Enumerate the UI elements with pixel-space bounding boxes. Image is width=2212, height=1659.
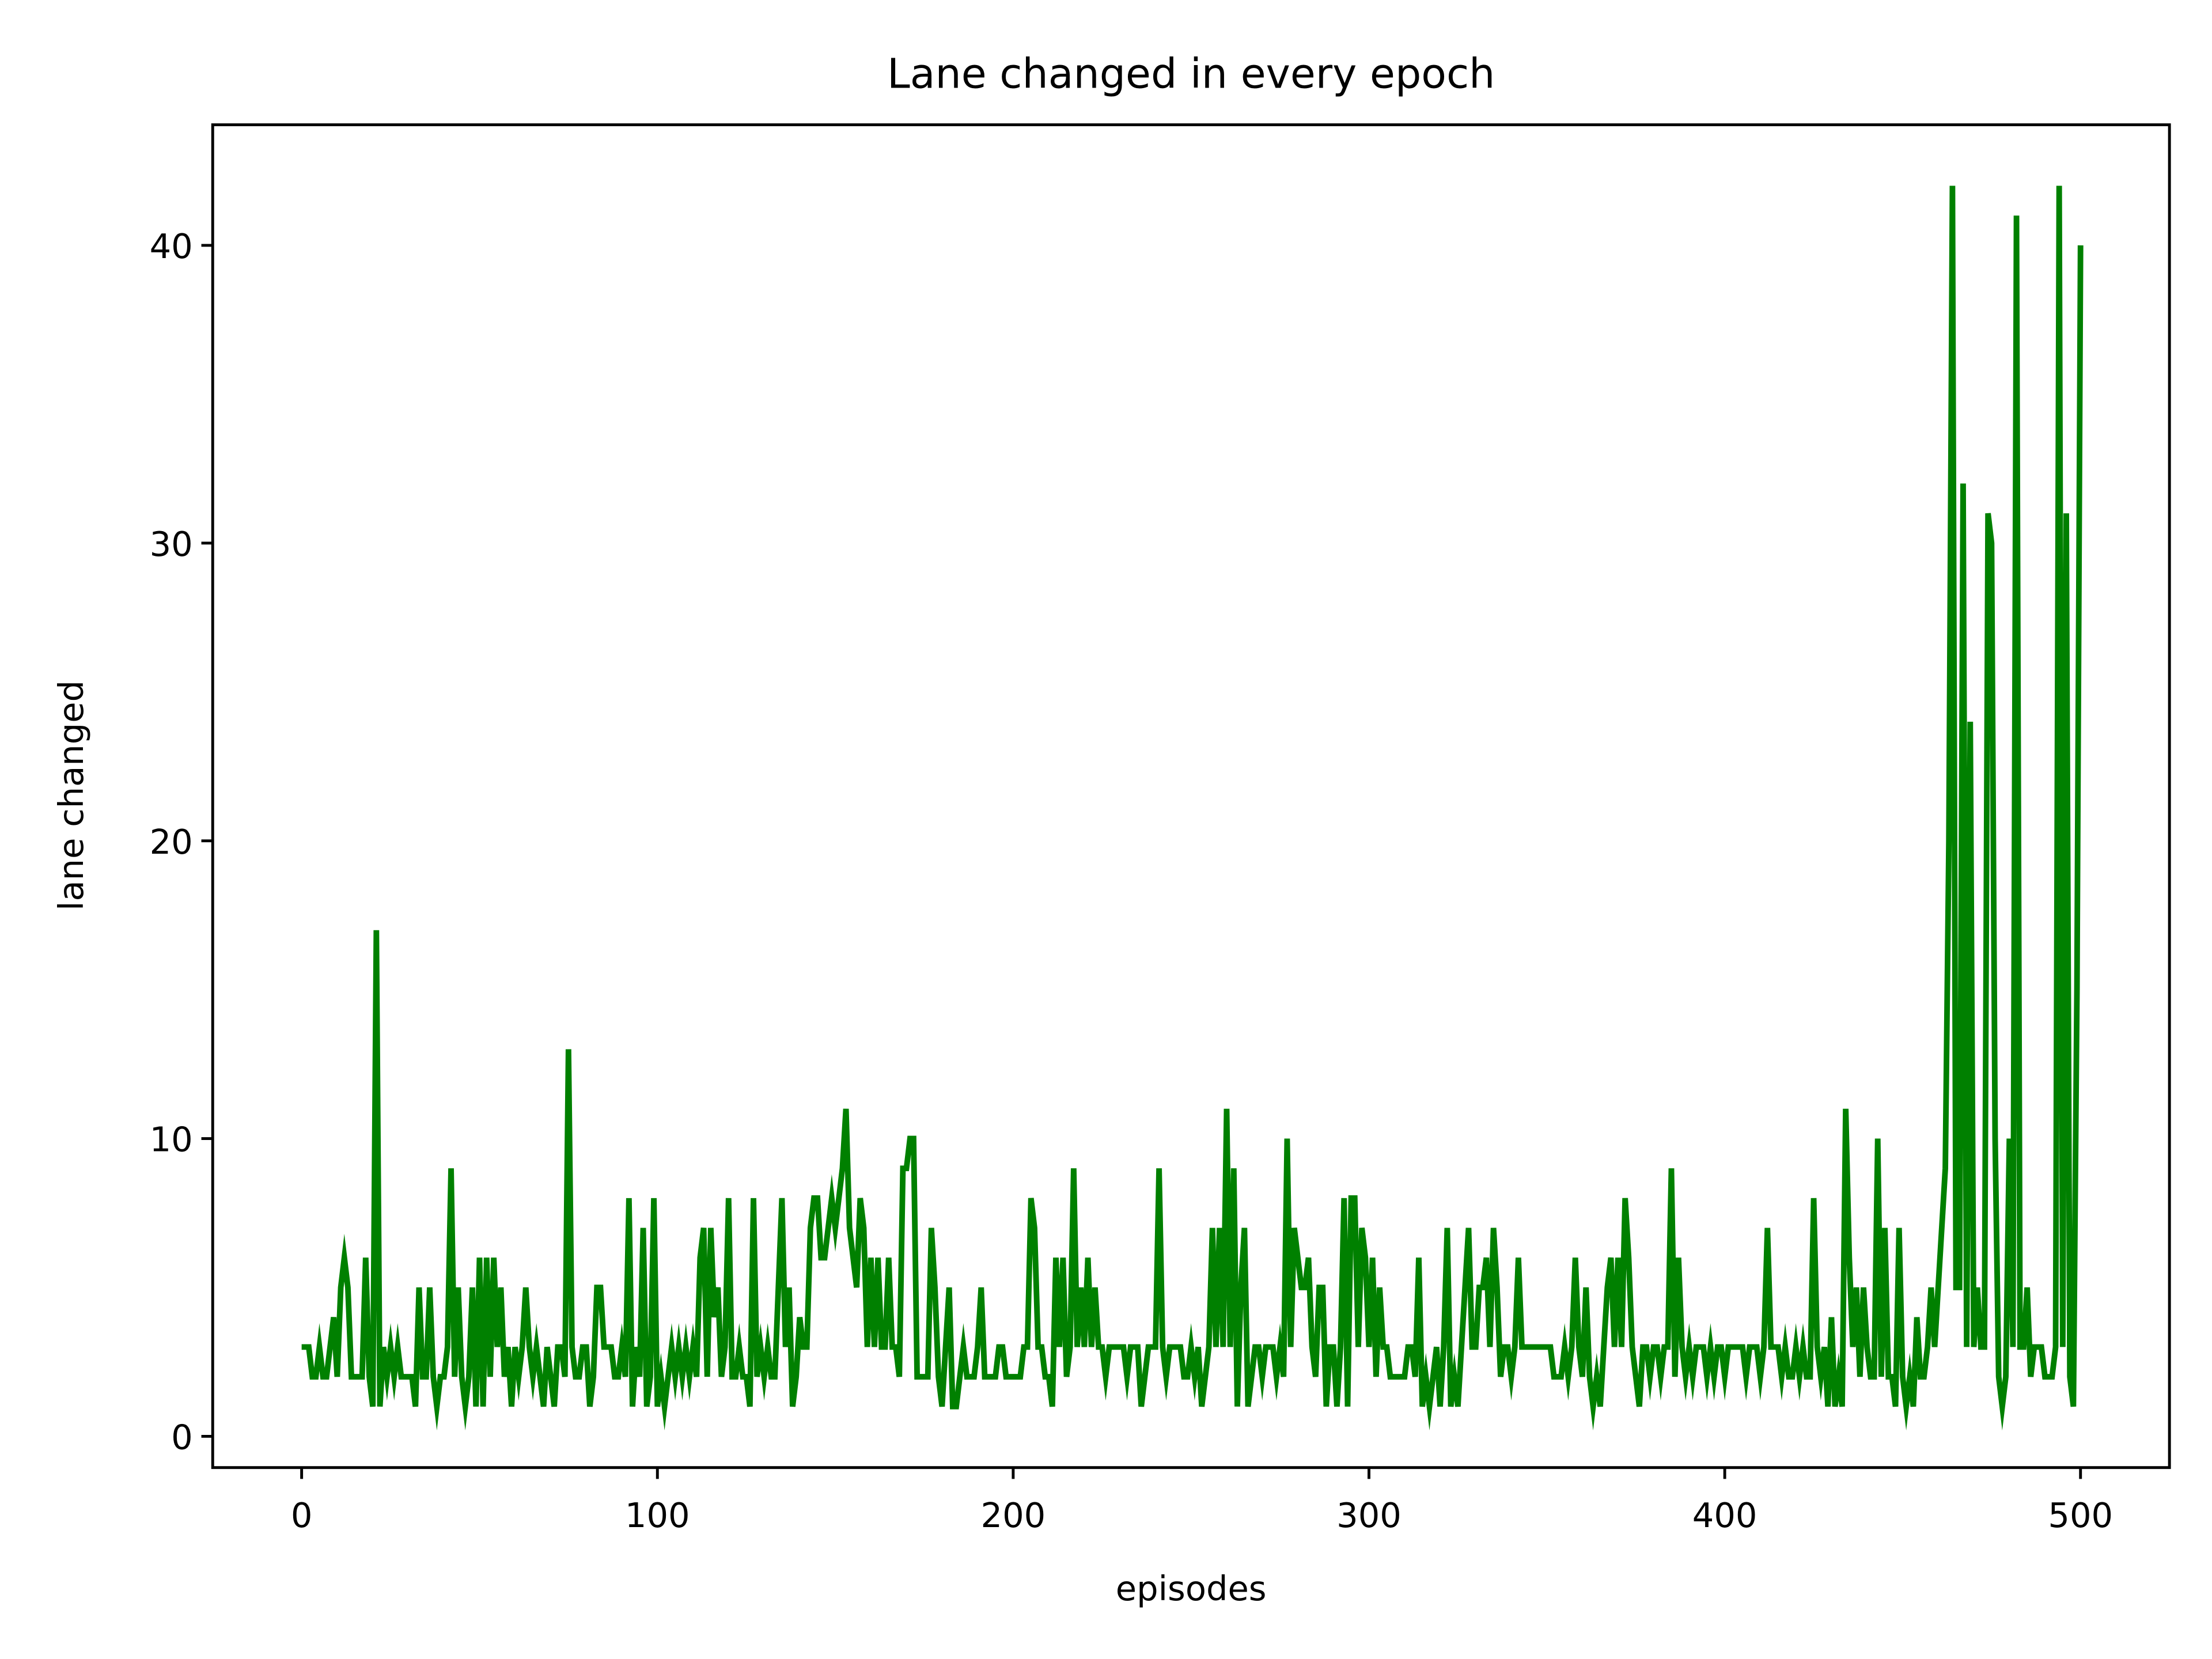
y-tick-label: 10: [150, 1120, 193, 1160]
x-tick-label: 200: [981, 1495, 1046, 1535]
x-tick-label: 0: [291, 1495, 313, 1535]
plot-frame: [211, 123, 2171, 1469]
x-tick-label: 300: [1336, 1495, 1402, 1535]
x-axis-label: episodes: [1116, 1569, 1267, 1608]
chart-title: Lane changed in every epoch: [887, 50, 1495, 97]
y-tick-label: 30: [150, 524, 193, 564]
x-tick-label: 100: [625, 1495, 690, 1535]
data-line: [301, 185, 2084, 1431]
y-tick-label: 0: [171, 1418, 193, 1457]
x-tick-label: 400: [1692, 1495, 1758, 1535]
y-tick-label: 20: [150, 822, 193, 862]
y-axis-label: lane changed: [51, 680, 91, 911]
y-tick-label: 40: [150, 226, 193, 266]
x-tick-label: 500: [2048, 1495, 2113, 1535]
